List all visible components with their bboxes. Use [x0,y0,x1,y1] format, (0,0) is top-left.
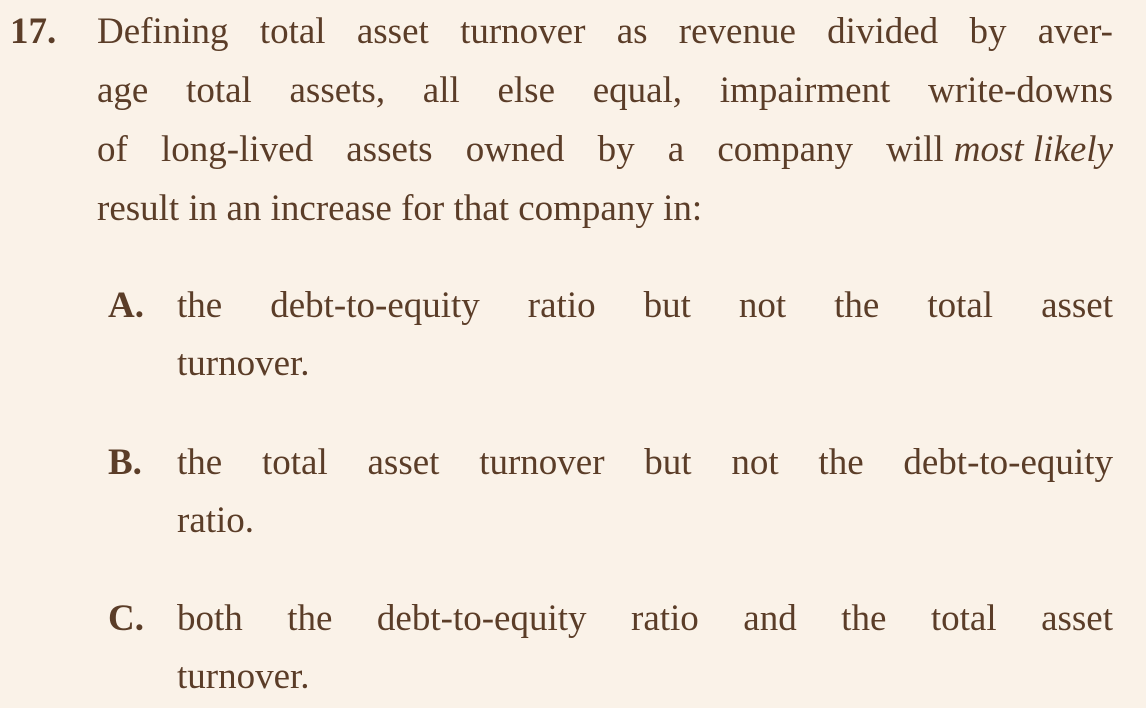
option-letter: A. [108,285,144,326]
question-line: Defining total asset turnover as revenue… [97,11,1113,52]
option-line: both the debt-to-equity ratio and the to… [177,598,1113,639]
question-line: result in an increase for that company i… [97,188,703,229]
emphasis: most likely [953,129,1113,170]
question-number: 17. [10,11,57,52]
option-line: ratio. [177,500,255,541]
option-line: turnover. [177,656,310,697]
option-letter: C. [108,598,144,639]
option-line: turnover. [177,343,310,384]
option-line: the debt-to-equity ratio but not the tot… [177,285,1113,326]
option-line: the total asset turnover but not the deb… [177,442,1113,483]
question-line: of long-lived assets owned by a company … [97,128,1113,172]
question-line: age total assets, all else equal, impair… [97,70,1113,111]
text: of long-lived assets owned by a company … [97,129,944,170]
option-letter: B. [108,442,142,483]
